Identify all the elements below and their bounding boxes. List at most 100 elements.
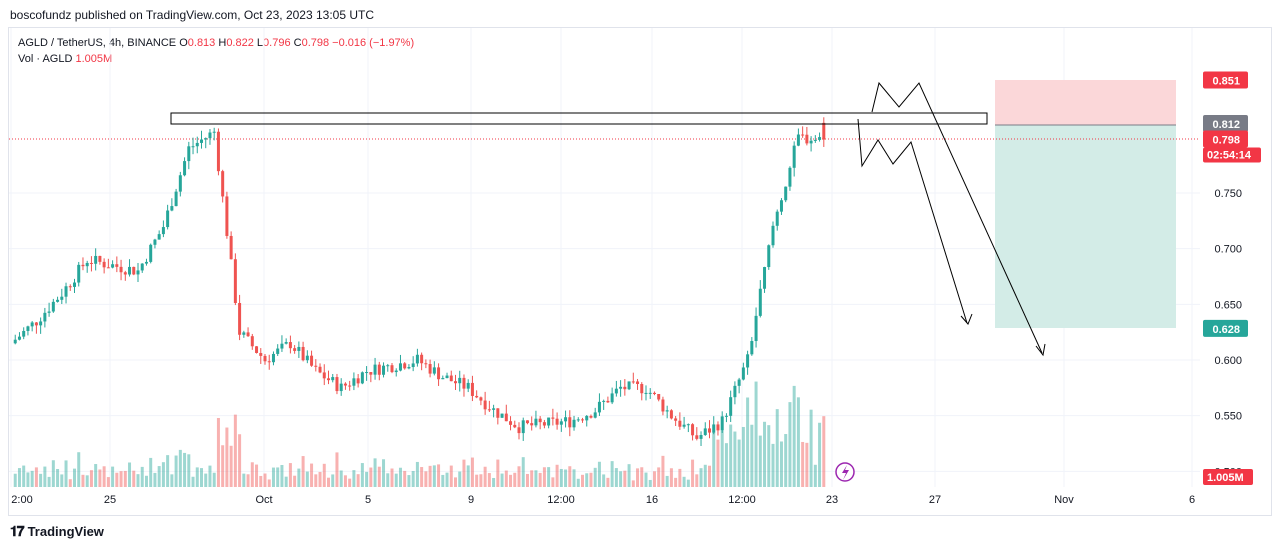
candle-body (398, 363, 402, 371)
candle-body (51, 301, 55, 312)
volume-bar (360, 463, 364, 487)
volume-bar (631, 480, 635, 487)
projection-path-1[interactable] (857, 118, 968, 324)
volume-bar (682, 476, 686, 487)
candle-body (136, 270, 140, 275)
take-profit-zone[interactable] (995, 125, 1176, 328)
candle-body (373, 364, 377, 375)
time-axis[interactable]: 2:00 25 Oct 5 9 12:00 16 12:00 23 27 Nov 6 (11, 494, 1195, 506)
candle-body (94, 255, 98, 264)
candle-body (657, 394, 661, 400)
volume-bar (796, 397, 800, 487)
candle-body (796, 134, 800, 146)
candle-body (212, 131, 216, 133)
volume-bar (94, 464, 98, 487)
volume-bar (445, 472, 449, 487)
price-tick-label: 0.550 (1214, 411, 1242, 423)
volume-bar (691, 459, 695, 487)
stop-badge-bg (1203, 71, 1248, 89)
volume-bar (77, 452, 81, 487)
candle-body (652, 392, 656, 395)
target-badge: 0.628 (1212, 324, 1240, 336)
volume-bar (394, 473, 398, 487)
volume-bar (60, 474, 64, 487)
candle-body (89, 262, 93, 264)
candle-body (530, 423, 534, 426)
candle-body (449, 375, 453, 382)
stop-loss-zone[interactable] (995, 80, 1176, 125)
volume-bar (301, 456, 305, 487)
volume-bar (208, 465, 212, 487)
candle-body (805, 134, 809, 144)
volume-bar (259, 475, 263, 487)
symbol-label[interactable]: AGLD / TetherUS, 4h, BINANCE (18, 37, 177, 49)
candle-body (644, 392, 648, 394)
candle-body (17, 336, 21, 340)
volume-bar (530, 470, 534, 487)
candle-body (322, 372, 326, 379)
candle-body (542, 422, 546, 426)
candle-body (119, 266, 123, 273)
candle-body (614, 388, 618, 394)
arrowhead-1 (960, 313, 973, 325)
chart-frame (8, 27, 1272, 516)
candle-body (39, 321, 43, 326)
volume-bar (229, 445, 233, 487)
candle-body (356, 378, 360, 384)
volume-bar (513, 472, 517, 487)
resistance-box[interactable] (170, 112, 988, 125)
volume-value: 1.005M (75, 53, 113, 65)
candle-body (77, 264, 81, 283)
volume-bar (640, 467, 644, 487)
volume-bar (754, 381, 758, 487)
arrowhead-2 (1035, 343, 1046, 357)
volume-bar (293, 475, 297, 487)
candle-body (593, 412, 597, 418)
candle-body (720, 416, 724, 431)
volume-bar (729, 424, 733, 487)
volume-bar (741, 426, 745, 487)
volume-bar (98, 469, 102, 487)
candle-body (195, 142, 199, 147)
candle-body (686, 424, 690, 426)
candle-body (43, 312, 47, 322)
candle-body (627, 381, 631, 390)
volume-bar (674, 477, 678, 487)
candle-body (504, 413, 508, 422)
volume-bar (382, 459, 386, 487)
candle-body (669, 410, 673, 419)
volume-bar (314, 474, 318, 487)
candle-body (305, 355, 309, 361)
candle-body (784, 186, 788, 201)
price-tick-label: 0.600 (1214, 355, 1242, 367)
volume-bar (43, 466, 47, 487)
candle-body (572, 419, 576, 428)
volume-bar (792, 385, 796, 487)
candle-body (716, 424, 720, 431)
projection-path-2[interactable] (871, 81, 1043, 354)
close-label: C (293, 37, 302, 49)
high-value: 0.822 (226, 37, 254, 49)
candle-body (712, 424, 716, 433)
change-value: −0.016 (−1.97%) (332, 37, 415, 49)
volume-label[interactable]: Vol · AGLD (18, 53, 73, 65)
candle-body (352, 378, 356, 386)
volume-bar (153, 472, 157, 487)
candle-body (259, 352, 263, 356)
candle-body (208, 132, 212, 139)
volume-bar (284, 476, 288, 487)
volume-bar (216, 417, 220, 487)
candle-body (771, 225, 775, 246)
tradingview-logo-icon: 𝟏𝟕 (10, 523, 25, 539)
volume-bar (665, 475, 669, 487)
candle-body (729, 397, 733, 416)
volume-bar (132, 470, 136, 487)
candle-body (466, 382, 470, 389)
volume-bar (559, 468, 563, 487)
volume-bar (246, 474, 250, 487)
lightning-icon[interactable] (835, 462, 855, 482)
candle-body (424, 363, 428, 365)
price-axis[interactable]: 0.7500.7000.6500.6000.5500.5000.8510.812… (1203, 71, 1261, 485)
volume-bar (669, 468, 673, 487)
